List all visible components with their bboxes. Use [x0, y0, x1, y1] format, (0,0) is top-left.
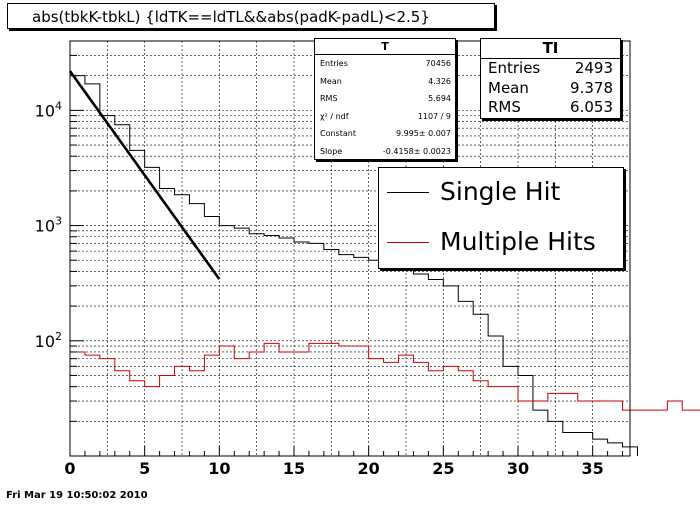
legend-entry-single: Single Hit — [379, 168, 623, 218]
stats-value: 4.326 — [428, 76, 451, 86]
stats-label: RMS — [320, 94, 338, 103]
series-multiple-hits — [70, 342, 700, 411]
timestamp-footer: Fri Mar 19 10:50:02 2010 — [6, 490, 148, 501]
stats-value: 5.694 — [428, 94, 451, 103]
plot-title: abs(tbkK-tbkL) {ldTK==ldTL&&abs(padK-pad… — [7, 3, 495, 29]
stats-value: 1107 / 9 — [417, 111, 451, 121]
series-fit — [68, 70, 221, 280]
stats-label: Constant — [320, 129, 356, 138]
y-tick-label: 103 — [35, 215, 62, 236]
stats-row: Entries 2493 — [481, 59, 620, 79]
stats-box-fit-name: T — [315, 39, 455, 55]
x-tick-label: 5 — [139, 459, 150, 478]
legend-line-single — [387, 192, 429, 193]
x-tick-label: 20 — [358, 459, 380, 478]
stats-value: 9.378 — [570, 78, 613, 97]
stats-value: 9.995± 0.007 — [395, 129, 451, 138]
y-tick-label: 102 — [35, 330, 62, 351]
stats-label: Mean — [488, 78, 529, 97]
x-tick-label: 35 — [582, 459, 604, 478]
stats-value: 2493 — [574, 59, 613, 77]
stats-row: Constant 9.995± 0.007 — [315, 125, 455, 143]
stats-label: RMS — [488, 98, 521, 116]
stats-label: χ² / ndf — [320, 111, 349, 121]
stats-value: 70456 — [425, 59, 451, 68]
x-tick-label: 25 — [432, 459, 454, 478]
stats-row: Entries 70456 — [315, 55, 455, 73]
y-tick-label: 104 — [35, 99, 62, 120]
stats-label: Slope — [320, 146, 343, 156]
x-tick-label: 10 — [208, 459, 230, 478]
legend: Single Hit Multiple Hits — [378, 167, 624, 269]
stats-box-fit: T Entries 70456 Mean 4.326 RMS 5.694 χ² / n… — [314, 38, 456, 160]
stats-box-multi-name: TI — [481, 39, 620, 59]
stats-row: χ² / ndf 1107 / 9 — [315, 108, 455, 126]
stats-row: Slope -0.4158± 0.0023 — [315, 143, 455, 161]
stats-value: 6.053 — [570, 98, 613, 116]
legend-label-multiple: Multiple Hits — [440, 227, 596, 256]
x-tick-label: 0 — [64, 459, 75, 478]
legend-entry-multiple: Multiple Hits — [379, 218, 623, 268]
stats-row: Mean 4.326 — [315, 73, 455, 91]
x-tick-label: 15 — [283, 459, 305, 478]
x-tick-label: 30 — [507, 459, 529, 478]
axes: 0 5 10 15 20 25 30 35 102 103 104 — [35, 40, 624, 478]
stats-label: Entries — [320, 59, 348, 68]
legend-label-single: Single Hit — [440, 177, 561, 206]
histogram-series — [68, 70, 700, 456]
stats-label: Mean — [320, 76, 342, 86]
stats-label: Entries — [488, 59, 541, 77]
stats-box-multi: TI Entries 2493 Mean 9.378 RMS 6.053 — [480, 38, 621, 119]
stats-row: Mean 9.378 — [481, 79, 620, 99]
stats-value: -0.4158± 0.0023 — [382, 146, 451, 156]
plot-title-text: abs(tbkK-tbkL) {ldTK==ldTL&&abs(padK-pad… — [32, 8, 430, 26]
series-single-hit — [70, 75, 638, 456]
stats-row: RMS 6.053 — [481, 98, 620, 118]
legend-line-multiple — [387, 242, 429, 243]
stats-row: RMS 5.694 — [315, 90, 455, 108]
